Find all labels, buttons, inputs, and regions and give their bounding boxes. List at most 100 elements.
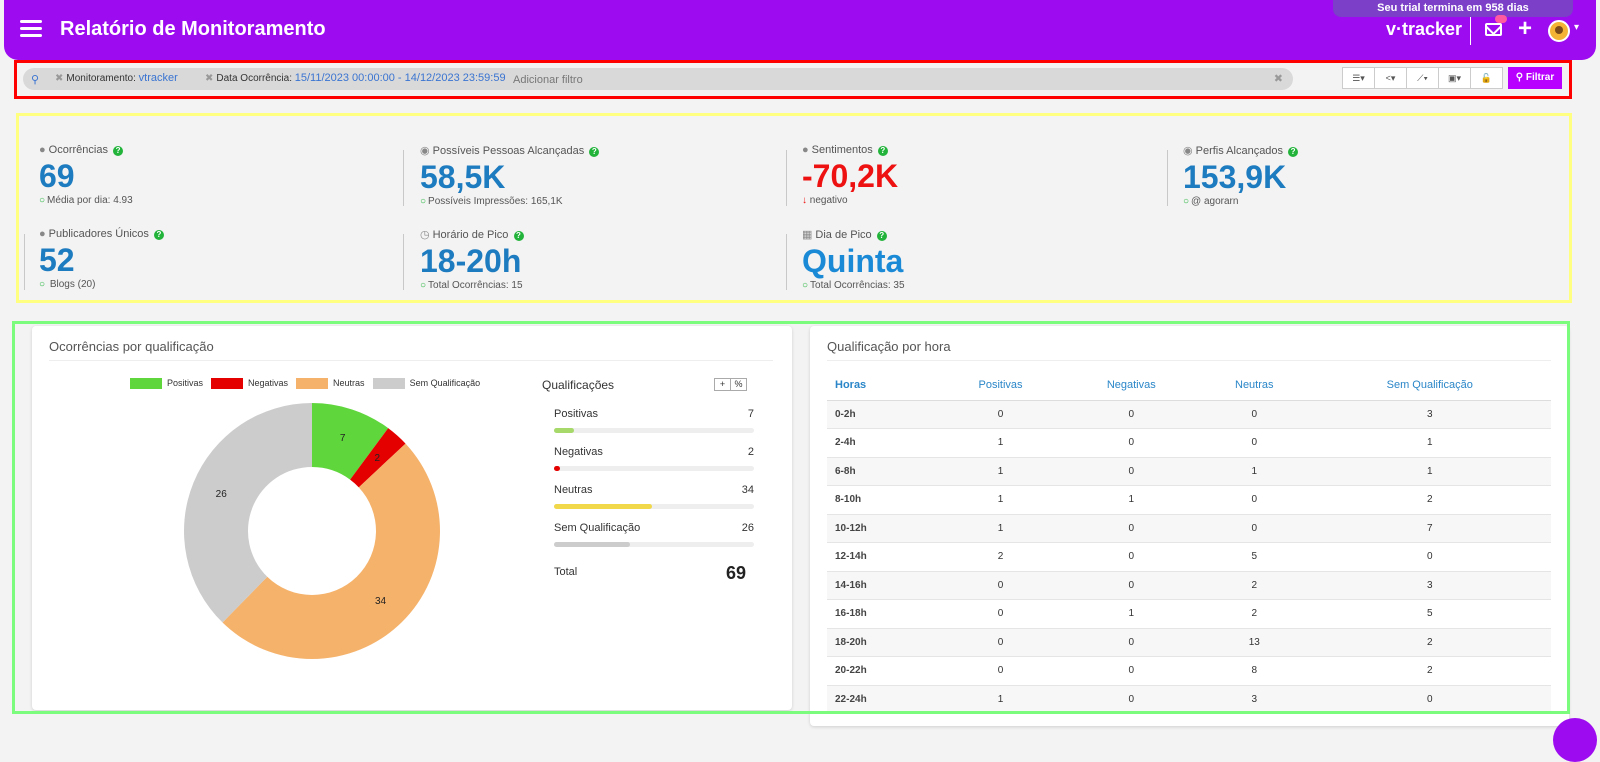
top-header: Relatório de Monitoramento Seu trial ter… xyxy=(4,0,1596,60)
divider xyxy=(403,234,404,290)
column-header[interactable]: Negativas xyxy=(1062,371,1201,401)
chevron-down-icon[interactable]: ▾ xyxy=(1574,22,1580,33)
table-cell: 20-22h xyxy=(827,656,939,685)
filter-input[interactable]: ⚲ ✖ Monitoramento: vtracker ✖ Data Ocorrên… xyxy=(23,68,1293,90)
table-cell: 0 xyxy=(938,627,1063,657)
help-icon[interactable]: ? xyxy=(513,231,524,241)
table-cell: 0 xyxy=(1062,570,1201,600)
circle-icon: ○ xyxy=(1183,196,1190,207)
donut-slice-neutras[interactable] xyxy=(222,443,440,659)
chat-button[interactable] xyxy=(1553,718,1597,762)
mail-icon[interactable] xyxy=(1485,23,1502,36)
column-header[interactable]: Sem Qualificação xyxy=(1308,371,1551,401)
total-value: 69 xyxy=(726,563,747,583)
divider xyxy=(1167,150,1168,206)
legend-item-negativas[interactable]: Negativas xyxy=(211,378,288,390)
divider xyxy=(24,234,25,290)
avatar[interactable] xyxy=(1548,20,1570,42)
brand-logo[interactable]: v·tracker xyxy=(1386,19,1463,39)
legend-item-sem-qualificacao[interactable]: Sem Qualificação xyxy=(372,378,480,390)
donut-slice-negativas[interactable] xyxy=(350,428,406,488)
table-cell: 3 xyxy=(1308,399,1551,429)
help-icon[interactable]: ? xyxy=(154,230,164,240)
circle-icon: ○ xyxy=(420,196,427,207)
count-toggle-button[interactable]: + xyxy=(714,378,731,391)
search-icon[interactable]: ⚲ xyxy=(31,74,40,86)
divider xyxy=(786,150,787,206)
table-cell: 5 xyxy=(1308,599,1551,628)
chart-legend: Positivas Negativas Neutras Sem Qualific… xyxy=(130,378,488,390)
table-cell: 6-8h xyxy=(827,456,939,486)
filter-button[interactable]: ⚲ Filtrar xyxy=(1508,67,1562,89)
calendar-icon: ▦ xyxy=(802,229,813,241)
table-cell: 0 xyxy=(1200,428,1309,457)
table-cell: 0 xyxy=(1200,399,1309,429)
table-row: 22-24h 1 0 3 0 xyxy=(827,684,1551,714)
table-cell: 0 xyxy=(938,399,1063,429)
help-icon[interactable]: ? xyxy=(876,231,887,241)
toolbar: ☰▾ <▾ ⟋▾ ▣▾ 🔓 ⚲ Filtrar xyxy=(1342,67,1562,89)
table-cell: 0 xyxy=(1062,456,1201,486)
table-cell: 2 xyxy=(1308,485,1551,514)
table-cell: 3 xyxy=(1200,684,1309,714)
help-icon[interactable]: ? xyxy=(589,147,600,157)
table-cell: 18-20h xyxy=(827,627,939,657)
table-cell: 2 xyxy=(938,542,1063,571)
qual-row-neutras: Neutras 34 xyxy=(554,484,754,509)
circle-icon: ○ xyxy=(39,195,46,206)
help-icon[interactable]: ? xyxy=(113,146,124,156)
divider xyxy=(786,234,787,290)
table-cell: 5 xyxy=(1200,542,1309,571)
table-cell: 1 xyxy=(1200,456,1309,486)
share-icon[interactable]: <▾ xyxy=(1374,67,1407,89)
table-cell: 0 xyxy=(1062,542,1201,571)
table-row: 16-18h 0 1 2 5 xyxy=(827,599,1551,628)
filter-chip-monitoramento[interactable]: ✖ Monitoramento: vtracker xyxy=(55,72,178,84)
table-header: Horas Positivas Negativas Neutras Sem Qualif… xyxy=(827,371,1551,401)
help-icon[interactable]: ? xyxy=(877,146,888,156)
legend-item-positivas[interactable]: Positivas xyxy=(130,378,203,390)
progress-bar xyxy=(554,466,754,471)
chart-icon[interactable]: ⟋▾ xyxy=(1406,67,1439,89)
help-icon[interactable]: ? xyxy=(1288,147,1299,157)
table-cell: 7 xyxy=(1308,513,1551,543)
table-cell: 1 xyxy=(1308,428,1551,457)
table-cell: 0 xyxy=(938,656,1063,685)
table-cell: 1 xyxy=(1062,599,1201,628)
divider xyxy=(403,150,404,206)
plus-icon[interactable]: + xyxy=(1518,15,1533,42)
table-cell: 1 xyxy=(938,485,1063,514)
total-label: Total xyxy=(554,566,578,578)
table-cell: 2-4h xyxy=(827,428,939,457)
unlock-icon[interactable]: 🔓 xyxy=(1470,67,1503,89)
percent-toggle-button[interactable]: % xyxy=(730,378,747,391)
legend-item-neutras[interactable]: Neutras xyxy=(296,378,365,390)
table-row: 2-4h 1 0 0 1 xyxy=(827,428,1551,457)
save-icon[interactable]: ▣▾ xyxy=(1438,67,1471,89)
clear-filters-icon[interactable]: ✖ xyxy=(1273,73,1283,85)
hour-panel: Qualificação por hora Horas Positivas Nega… xyxy=(810,326,1569,726)
table-cell: 0 xyxy=(1062,656,1201,685)
table-cell: 2 xyxy=(1308,627,1551,657)
table-cell: 1 xyxy=(1062,485,1201,514)
list-icon[interactable]: ☰▾ xyxy=(1342,67,1375,89)
remove-filter-icon[interactable]: ✖ xyxy=(55,73,64,84)
column-header[interactable]: Neutras xyxy=(1200,371,1309,401)
donut-slice-sem-qualificação[interactable] xyxy=(184,403,312,623)
menu-icon[interactable] xyxy=(20,20,42,38)
table-cell: 1 xyxy=(938,428,1063,457)
qual-row-negativas: Negativas 2 xyxy=(554,446,754,471)
filter-chip-data[interactable]: ✖ Data Ocorrência: 15/11/2023 00:00:00 - … xyxy=(205,72,506,84)
trial-banner[interactable]: Seu trial termina em 958 dias xyxy=(1333,0,1573,17)
remove-filter-icon[interactable]: ✖ xyxy=(205,73,214,84)
donut-data-label: 26 xyxy=(216,489,228,500)
donut-slice-positivas[interactable] xyxy=(312,403,389,480)
table-cell: 8 xyxy=(1200,656,1309,685)
column-header[interactable]: Horas xyxy=(827,371,939,401)
table-cell: 1 xyxy=(938,456,1063,486)
table-cell: 8-10h xyxy=(827,485,939,514)
column-header[interactable]: Positivas xyxy=(938,371,1063,401)
progress-bar xyxy=(554,542,754,547)
table-cell: 1 xyxy=(1308,456,1551,486)
add-filter-link[interactable]: Adicionar filtro xyxy=(513,74,583,86)
